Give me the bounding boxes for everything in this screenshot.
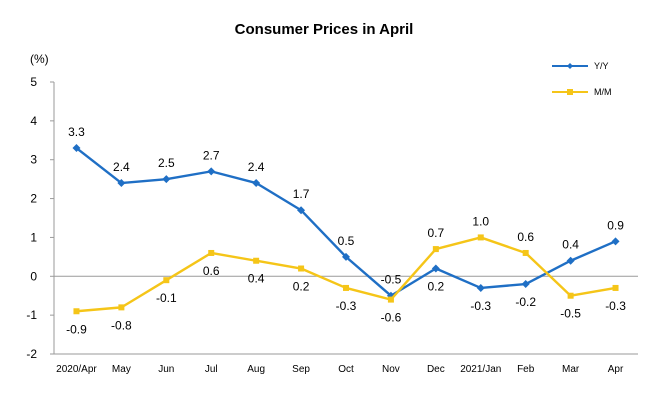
data-point <box>432 246 439 253</box>
data-point <box>298 265 305 272</box>
data-label: 2.4 <box>113 160 130 174</box>
y-axis-unit: (%) <box>30 52 49 66</box>
y-tick-label: 1 <box>30 230 37 244</box>
data-label: -0.1 <box>156 291 177 305</box>
y-tick-label: 0 <box>30 269 37 283</box>
y-tick-label: 3 <box>30 153 37 167</box>
legend-label: Y/Y <box>594 61 609 71</box>
data-point <box>566 256 575 265</box>
data-label: -0.5 <box>381 273 402 287</box>
series-line <box>75 147 617 297</box>
data-point <box>567 292 574 299</box>
data-point <box>208 249 215 256</box>
x-tick-label: Jun <box>158 364 174 375</box>
data-point <box>253 257 260 264</box>
data-point <box>117 179 126 188</box>
data-label: 1.0 <box>472 214 489 228</box>
data-label: -0.6 <box>381 311 402 325</box>
axes <box>50 81 638 355</box>
data-point <box>163 277 170 284</box>
data-label: 0.4 <box>248 272 265 286</box>
y-tick-label: 2 <box>30 192 37 206</box>
data-label: 2.7 <box>203 148 220 162</box>
data-label: 0.6 <box>203 264 220 278</box>
y-tick-label: 4 <box>30 114 37 128</box>
data-point <box>343 284 349 291</box>
series-yy <box>72 144 620 300</box>
x-tick-label: Oct <box>338 364 354 375</box>
data-label: 0.2 <box>293 280 310 294</box>
data-label: 0.4 <box>562 238 579 252</box>
data-point <box>521 280 530 289</box>
data-point <box>612 284 619 291</box>
data-label: -0.8 <box>111 318 132 332</box>
data-point <box>342 252 350 261</box>
x-tick-label: Nov <box>382 364 400 375</box>
data-labels: 3.3 2.4 2.5 2.7 2.4 1.7 0.5 -0.5 0.2 -0.3 -0.2 0.4 0… <box>66 125 626 336</box>
data-label: -0.5 <box>560 307 581 321</box>
series-layer <box>72 144 620 315</box>
legend-marker <box>567 63 573 69</box>
y-tick-labels: -2 -1 0 1 2 3 4 5 <box>26 75 37 361</box>
x-tick-label: Dec <box>427 364 445 375</box>
y-tick-label: 5 <box>30 75 37 89</box>
data-label: 3.3 <box>68 125 85 139</box>
data-label: -0.2 <box>515 295 536 309</box>
data-point <box>73 308 80 315</box>
data-label: 0.2 <box>428 280 445 294</box>
x-tick-label: 2020/Apr <box>56 364 97 375</box>
data-label: 0.7 <box>428 226 445 240</box>
data-label: 1.7 <box>293 187 310 201</box>
data-point <box>387 296 394 303</box>
data-label: 2.5 <box>158 156 175 170</box>
data-label: 2.4 <box>248 160 265 174</box>
data-point <box>611 237 620 246</box>
y-tick-label: -2 <box>26 347 37 361</box>
x-tick-label: Aug <box>247 364 265 375</box>
data-point <box>476 283 485 292</box>
data-label: -0.3 <box>470 299 491 313</box>
x-tick-label: May <box>112 364 131 375</box>
x-tick-label: Mar <box>562 364 580 375</box>
legend-marker <box>567 89 573 95</box>
data-label: 0.5 <box>338 234 355 248</box>
data-label: -0.9 <box>66 322 87 336</box>
data-label: 0.9 <box>607 218 624 232</box>
data-label: -0.3 <box>336 299 357 313</box>
series-mm <box>73 234 619 315</box>
data-point <box>162 175 171 184</box>
y-tick-label: -1 <box>26 308 37 322</box>
data-point <box>522 249 529 256</box>
x-tick-label: Apr <box>608 364 624 375</box>
x-tick-label: Feb <box>517 364 535 375</box>
x-tick-label: Jul <box>205 364 218 375</box>
data-point <box>252 179 261 188</box>
data-point <box>477 234 484 241</box>
x-tick-label: Sep <box>292 364 310 375</box>
chart-title: Consumer Prices in April <box>235 21 414 38</box>
data-label: 0.6 <box>517 230 534 244</box>
data-point <box>207 167 216 176</box>
data-point <box>118 304 125 311</box>
data-label: -0.3 <box>605 299 626 313</box>
data-point <box>431 264 440 273</box>
data-point <box>72 144 81 153</box>
legend-label: M/M <box>594 87 612 97</box>
data-point <box>297 206 306 215</box>
x-tick-label: 2021/Jan <box>460 364 501 375</box>
x-tick-labels: 2020/Apr May Jun Jul Aug Sep Oct Nov Dec 2021/Jan… <box>56 364 624 375</box>
legend: Y/Y M/M <box>552 61 612 97</box>
